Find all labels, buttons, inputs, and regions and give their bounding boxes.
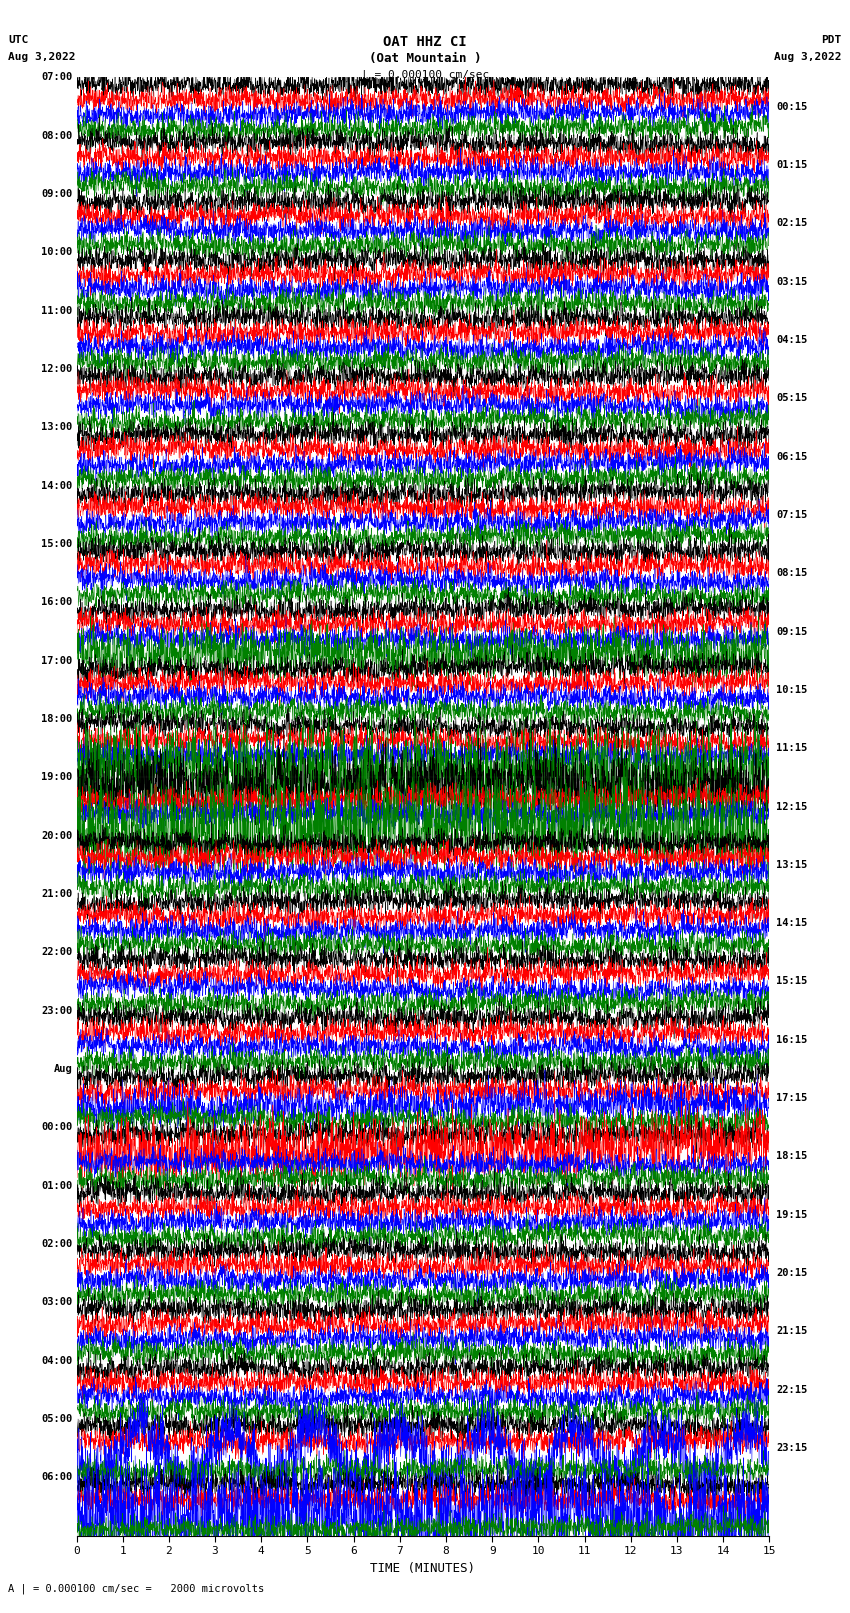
Text: 17:00: 17:00 bbox=[41, 656, 72, 666]
Text: OAT HHZ CI: OAT HHZ CI bbox=[383, 35, 467, 50]
Text: 01:15: 01:15 bbox=[776, 160, 808, 169]
Text: 14:15: 14:15 bbox=[776, 918, 808, 927]
Text: 08:15: 08:15 bbox=[776, 568, 808, 577]
Text: Aug: Aug bbox=[54, 1065, 72, 1074]
Text: 16:00: 16:00 bbox=[41, 597, 72, 608]
Text: 22:15: 22:15 bbox=[776, 1386, 808, 1395]
Text: 02:00: 02:00 bbox=[41, 1239, 72, 1248]
Text: UTC: UTC bbox=[8, 35, 29, 45]
Text: 21:15: 21:15 bbox=[776, 1326, 808, 1337]
Text: (Oat Mountain ): (Oat Mountain ) bbox=[369, 52, 481, 65]
Text: 03:00: 03:00 bbox=[41, 1297, 72, 1307]
Text: 14:00: 14:00 bbox=[41, 481, 72, 490]
Text: 06:00: 06:00 bbox=[41, 1473, 72, 1482]
Text: A | = 0.000100 cm/sec =   2000 microvolts: A | = 0.000100 cm/sec = 2000 microvolts bbox=[8, 1582, 264, 1594]
Text: 11:15: 11:15 bbox=[776, 744, 808, 753]
Text: 12:00: 12:00 bbox=[41, 365, 72, 374]
Text: 01:00: 01:00 bbox=[41, 1181, 72, 1190]
Text: 08:00: 08:00 bbox=[41, 131, 72, 140]
Text: Aug 3,2022: Aug 3,2022 bbox=[8, 52, 76, 61]
Text: 10:15: 10:15 bbox=[776, 686, 808, 695]
Text: 13:00: 13:00 bbox=[41, 423, 72, 432]
Text: 23:00: 23:00 bbox=[41, 1005, 72, 1016]
Text: 23:15: 23:15 bbox=[776, 1444, 808, 1453]
Text: 17:15: 17:15 bbox=[776, 1094, 808, 1103]
Text: PDT: PDT bbox=[821, 35, 842, 45]
Text: 02:15: 02:15 bbox=[776, 218, 808, 227]
Text: 00:15: 00:15 bbox=[776, 102, 808, 111]
Text: 22:00: 22:00 bbox=[41, 947, 72, 957]
Text: 10:00: 10:00 bbox=[41, 247, 72, 258]
Text: 18:15: 18:15 bbox=[776, 1152, 808, 1161]
Text: 15:00: 15:00 bbox=[41, 539, 72, 548]
Text: 21:00: 21:00 bbox=[41, 889, 72, 898]
Text: 05:15: 05:15 bbox=[776, 394, 808, 403]
Text: 07:15: 07:15 bbox=[776, 510, 808, 519]
X-axis label: TIME (MINUTES): TIME (MINUTES) bbox=[371, 1561, 475, 1574]
Text: 09:00: 09:00 bbox=[41, 189, 72, 198]
Text: 07:00: 07:00 bbox=[41, 73, 72, 82]
Text: 03:15: 03:15 bbox=[776, 276, 808, 287]
Text: | = 0.000100 cm/sec: | = 0.000100 cm/sec bbox=[361, 69, 489, 81]
Text: 20:15: 20:15 bbox=[776, 1268, 808, 1277]
Text: 16:15: 16:15 bbox=[776, 1036, 808, 1045]
Text: 11:00: 11:00 bbox=[41, 306, 72, 316]
Text: 15:15: 15:15 bbox=[776, 976, 808, 987]
Text: 00:00: 00:00 bbox=[41, 1123, 72, 1132]
Text: 04:00: 04:00 bbox=[41, 1355, 72, 1366]
Text: Aug 3,2022: Aug 3,2022 bbox=[774, 52, 842, 61]
Text: 19:15: 19:15 bbox=[776, 1210, 808, 1219]
Text: 20:00: 20:00 bbox=[41, 831, 72, 840]
Text: 06:15: 06:15 bbox=[776, 452, 808, 461]
Text: 13:15: 13:15 bbox=[776, 860, 808, 869]
Text: 09:15: 09:15 bbox=[776, 626, 808, 637]
Text: 12:15: 12:15 bbox=[776, 802, 808, 811]
Text: 04:15: 04:15 bbox=[776, 336, 808, 345]
Text: 05:00: 05:00 bbox=[41, 1415, 72, 1424]
Text: 19:00: 19:00 bbox=[41, 773, 72, 782]
Text: 18:00: 18:00 bbox=[41, 715, 72, 724]
